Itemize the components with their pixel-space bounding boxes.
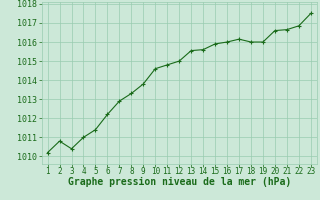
X-axis label: Graphe pression niveau de la mer (hPa): Graphe pression niveau de la mer (hPa) xyxy=(68,177,291,187)
